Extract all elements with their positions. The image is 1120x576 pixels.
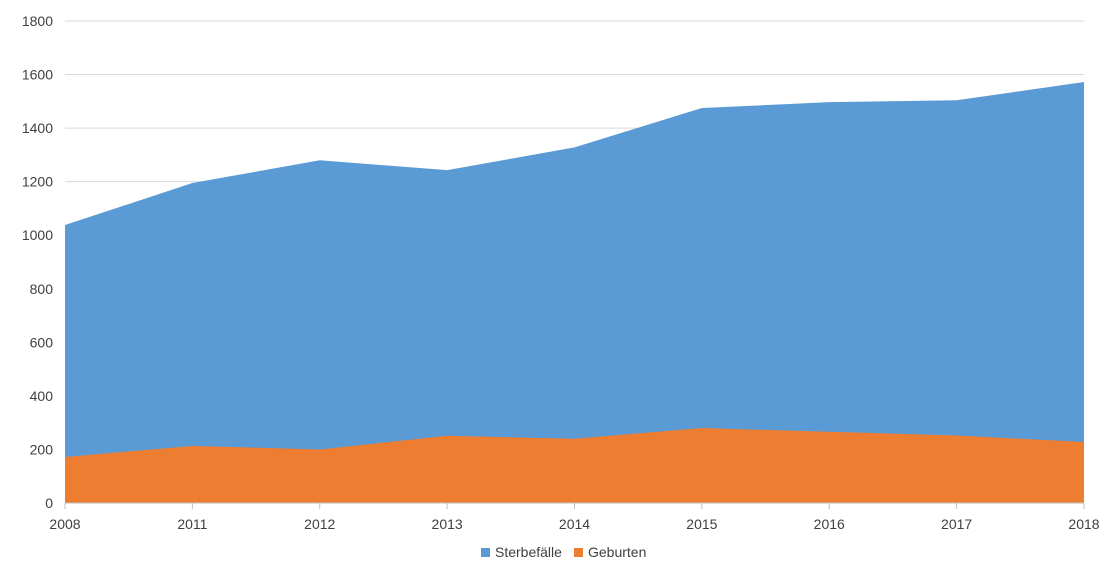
legend-swatch: [574, 548, 583, 557]
x-tick-label: 2012: [304, 516, 335, 532]
x-tick-label: 2017: [941, 516, 972, 532]
legend-label: Geburten: [588, 544, 646, 560]
x-tick-label: 2008: [49, 516, 80, 532]
y-tick-label: 0: [45, 495, 53, 511]
y-tick-label: 600: [30, 334, 54, 350]
x-tick-label: 2016: [814, 516, 845, 532]
x-tick-label: 2013: [432, 516, 463, 532]
area-series-sterbefaelle: [65, 82, 1084, 503]
y-tick-label: 200: [30, 441, 54, 457]
y-tick-label: 400: [30, 388, 54, 404]
y-tick-label: 1800: [22, 13, 53, 29]
y-tick-label: 1400: [22, 120, 53, 136]
x-tick-label: 2015: [686, 516, 717, 532]
axes: 0 200 400 600 800 1000 1200 1400 1600 1800 2008 201…: [22, 13, 1100, 532]
x-tick-label: 2018: [1068, 516, 1099, 532]
y-tick-label: 1000: [22, 227, 53, 243]
y-tick-label: 1600: [22, 67, 53, 83]
x-tick-label: 2011: [177, 516, 207, 532]
legend-label: Sterbefälle: [495, 544, 562, 560]
y-tick-label: 800: [30, 281, 54, 297]
legend-swatch: [481, 548, 490, 557]
plot-areas: [65, 82, 1084, 503]
area-series-geburten: [65, 428, 1084, 503]
y-tick-label: 1200: [22, 174, 53, 190]
x-tick-label: 2014: [559, 516, 590, 532]
legend: Sterbefälle Geburten: [481, 544, 646, 560]
